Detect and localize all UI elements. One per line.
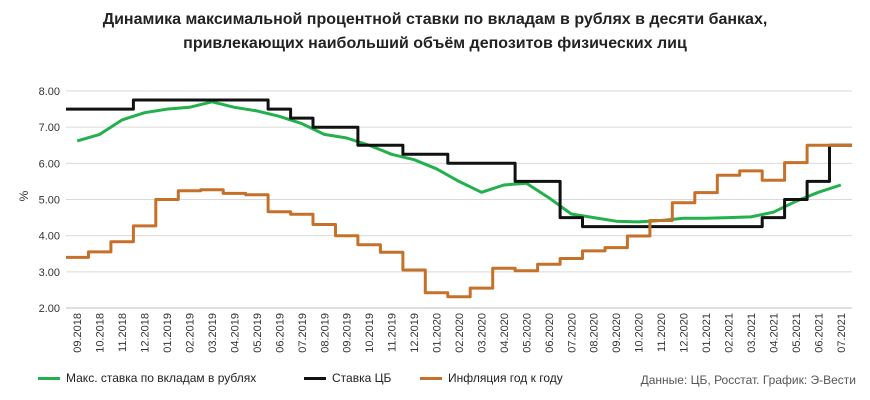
series-max-deposit-rate: [76, 100, 842, 224]
x-tick-label: 10.2020: [634, 313, 646, 353]
x-tick-label: 07.2021: [836, 313, 848, 353]
data-source-note: Данные: ЦБ, Росстат. График: Э-Вести: [640, 373, 856, 387]
y-tick-labels: 2.00 3.00 4.00 5.00 6.00 7.00 8.00: [39, 86, 60, 315]
x-tick-label: 09.2018: [72, 313, 84, 353]
x-tick-label: 06.2020: [544, 313, 556, 353]
grid-lines: [66, 90, 852, 309]
x-tick-label: 04.2021: [768, 313, 780, 353]
legend-item-inflation: Инфляция год к году: [420, 371, 563, 385]
x-tick-label: 05.2019: [252, 313, 264, 353]
series-inflation-yoy: [66, 143, 852, 299]
x-tick-label: 09.2019: [342, 313, 354, 353]
legend-swatch-max-rate: [38, 376, 60, 380]
y-axis-label: %: [17, 190, 31, 201]
y-tick-label: 6.00: [39, 158, 60, 170]
x-tick-label: 03.2020: [476, 313, 488, 353]
legend-item-max-rate: Макс. ставка по вкладам в рублях: [38, 371, 256, 385]
x-tick-label: 12.2019: [409, 313, 421, 353]
chart-subtitle: привлекающих наибольший объём депозитов …: [183, 35, 687, 52]
legend-item-cb-rate: Ставка ЦБ: [304, 371, 391, 385]
legend-label-cb-rate: Ставка ЦБ: [332, 371, 392, 385]
x-tick-label: 05.2020: [521, 313, 533, 353]
series-cb-key-rate: [66, 98, 852, 229]
x-tick-label: 06.2021: [813, 313, 825, 353]
x-tick-label: 01.2021: [701, 313, 713, 353]
x-tick-label: 10.2018: [95, 313, 107, 353]
x-tick-label: 04.2019: [229, 313, 241, 353]
x-tick-label: 01.2020: [432, 313, 444, 353]
x-tick-label: 12.2018: [140, 313, 152, 353]
x-tick-label: 10.2019: [364, 313, 376, 353]
x-tick-label: 06.2019: [274, 313, 286, 353]
series-lines: [66, 98, 852, 299]
x-tick-label: 09.2020: [611, 313, 623, 353]
y-tick-label: 5.00: [39, 195, 60, 207]
x-tick-label: 03.2019: [207, 313, 219, 353]
x-tick-label: 08.2019: [319, 313, 331, 353]
x-tick-label: 05.2021: [791, 313, 803, 353]
x-tick-label: 07.2019: [297, 313, 309, 353]
y-tick-label: 8.00: [39, 86, 60, 98]
legend-label-inflation: Инфляция год к году: [448, 371, 563, 385]
x-tick-label: 11.2020: [656, 313, 668, 352]
y-tick-label: 3.00: [39, 267, 60, 279]
x-tick-labels: 09.2018 10.2018 11.2018 12.2018 01.2019 02.20…: [72, 313, 848, 353]
x-tick-label: 03.2021: [746, 313, 758, 353]
x-tick-label: 02.2020: [454, 313, 466, 353]
y-tick-label: 7.00: [39, 122, 60, 134]
x-tick-label: 02.2021: [723, 313, 735, 353]
x-tick-label: 11.2018: [117, 313, 129, 352]
x-tick-label: 04.2020: [499, 313, 511, 353]
legend-swatch-inflation: [420, 376, 442, 380]
legend-label-max-rate: Макс. ставка по вкладам в рублях: [66, 371, 257, 385]
x-tick-label: 01.2019: [162, 313, 174, 353]
x-tick-label: 07.2020: [566, 313, 578, 353]
x-tick-label: 02.2019: [185, 313, 197, 353]
chart-title: Динамика максимальной процентной ставки …: [102, 11, 768, 28]
legend: Макс. ставка по вкладам в рублях Ставка …: [0, 371, 870, 391]
legend-swatch-cb-rate: [304, 376, 326, 380]
y-tick-label: 2.00: [39, 303, 60, 315]
x-tick-label: 08.2020: [589, 313, 601, 353]
x-tick-label: 11.2019: [387, 313, 399, 352]
x-tick-label: 12.2020: [679, 313, 691, 353]
y-tick-label: 4.00: [39, 231, 60, 243]
